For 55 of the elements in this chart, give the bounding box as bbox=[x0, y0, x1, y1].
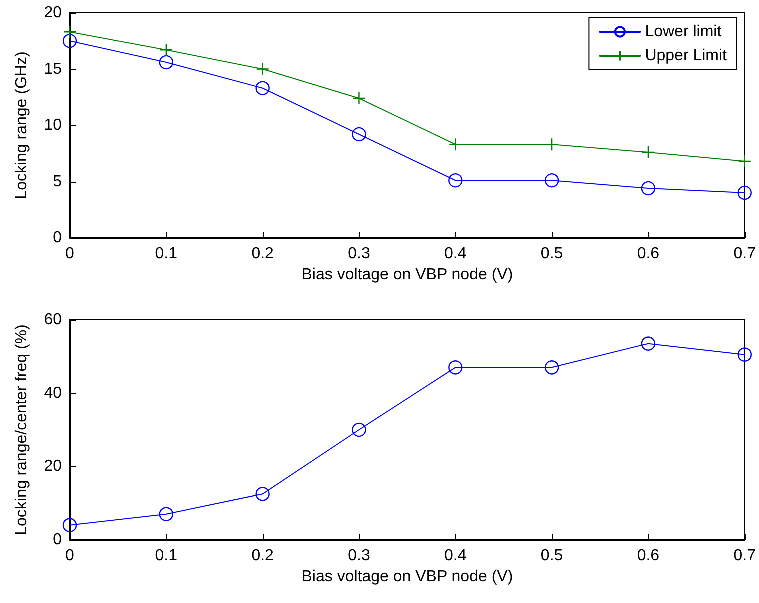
y-tick-label: 15 bbox=[44, 60, 62, 78]
legend-label: Upper Limit bbox=[645, 48, 728, 64]
y-tick-label: 40 bbox=[44, 384, 62, 402]
x-tick-label: 0 bbox=[66, 548, 75, 564]
x-tick-label: 0.2 bbox=[252, 548, 274, 564]
x-tick-label: 0.7 bbox=[734, 246, 756, 262]
point bbox=[352, 422, 366, 438]
point bbox=[352, 92, 366, 106]
point bbox=[159, 55, 174, 70]
y-tick-label: 10 bbox=[44, 117, 62, 134]
y-axis-title: Locking range/center freq (%) bbox=[14, 324, 30, 536]
point bbox=[641, 336, 656, 351]
y-axis-title: Locking range (GHz) bbox=[14, 52, 30, 200]
x-tick-label: 0.4 bbox=[444, 548, 467, 564]
point bbox=[159, 507, 174, 522]
x-tick-label: 0.1 bbox=[155, 548, 178, 564]
x-tick-label: 0.3 bbox=[348, 548, 370, 564]
y-tick-label: 20 bbox=[44, 458, 62, 476]
point bbox=[449, 138, 462, 152]
legend-label: Lower limit bbox=[645, 24, 722, 40]
point bbox=[160, 44, 174, 57]
x-axis-title: Bias voltage on VBP node (V) bbox=[302, 266, 514, 284]
point bbox=[62, 518, 78, 532]
point bbox=[544, 360, 560, 375]
y-tick-label: 0 bbox=[53, 532, 62, 548]
x-tick-label: 0.4 bbox=[444, 246, 467, 262]
point bbox=[63, 26, 77, 39]
point bbox=[256, 81, 270, 96]
point bbox=[642, 146, 656, 160]
y-tick-label: 0 bbox=[53, 230, 62, 246]
point bbox=[448, 360, 463, 375]
y-tick-label: 5 bbox=[53, 173, 62, 190]
point bbox=[256, 62, 270, 76]
x-tick-label: 0.5 bbox=[540, 246, 564, 262]
point bbox=[352, 127, 366, 142]
point bbox=[738, 348, 752, 362]
y-tick-label: 60 bbox=[44, 312, 62, 328]
point bbox=[545, 138, 559, 152]
point bbox=[738, 186, 752, 200]
x-tick-label: 0.3 bbox=[348, 246, 370, 262]
x-axis-title: Bias voltage on VBP node (V) bbox=[302, 568, 514, 586]
x-tick-label: 0.6 bbox=[637, 246, 660, 262]
point bbox=[738, 154, 752, 168]
point bbox=[544, 174, 560, 188]
x-tick-label: 0.7 bbox=[734, 548, 756, 564]
x-tick-label: 0.6 bbox=[637, 548, 660, 564]
point bbox=[256, 487, 270, 502]
x-tick-label: 0 bbox=[66, 246, 75, 262]
point bbox=[448, 174, 463, 188]
y-tick-label: 20 bbox=[44, 4, 62, 22]
point bbox=[62, 34, 78, 48]
x-tick-label: 0.2 bbox=[252, 246, 274, 262]
x-tick-label: 0.1 bbox=[155, 246, 178, 262]
point bbox=[641, 181, 656, 196]
x-tick-label: 0.5 bbox=[540, 548, 564, 564]
